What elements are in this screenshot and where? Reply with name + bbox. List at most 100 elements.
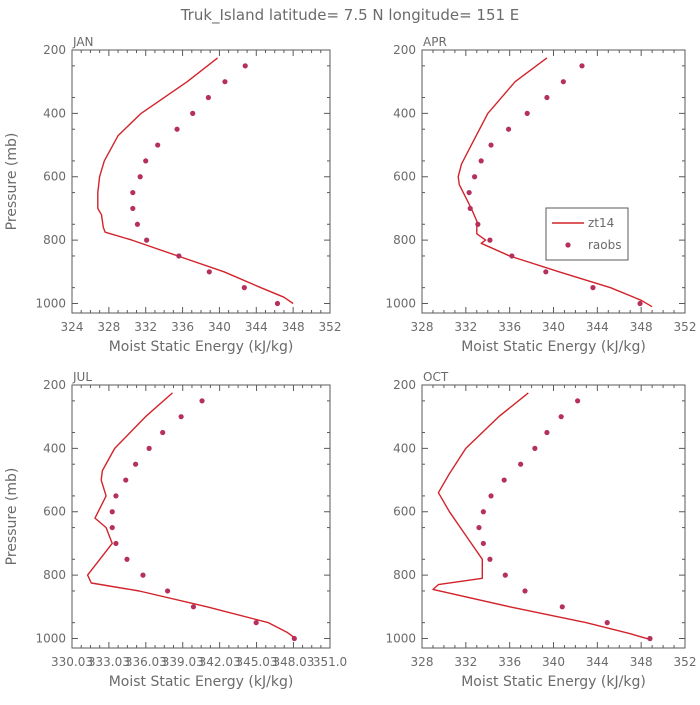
x-tick-label: 332 — [454, 320, 477, 334]
x-tick-label: 340 — [542, 655, 565, 669]
x-tick-label: 336 — [498, 655, 521, 669]
series-line-zt14 — [432, 392, 653, 641]
y-tick-label: 200 — [43, 378, 66, 392]
x-tick-label: 340 — [208, 320, 231, 334]
series-point-raobs — [205, 94, 211, 101]
series-point-raobs — [488, 142, 494, 148]
series-point-raobs — [140, 572, 146, 578]
series-point-raobs — [253, 620, 259, 626]
series-point-raobs — [466, 189, 472, 196]
x-tick-label: 336 — [498, 320, 521, 334]
x-tick-label: 333.03 — [88, 655, 130, 669]
series-point-raobs — [206, 269, 212, 275]
x-tick-label: 344 — [586, 655, 609, 669]
series-point-raobs — [560, 79, 566, 85]
series-line-zt14 — [86, 392, 297, 640]
y-tick-label: 800 — [393, 233, 416, 247]
panel-oct: 328 332 336 340 344 348 352 200 400 600 800 1000 OCT… — [385, 370, 696, 690]
figure-title: Truk_Island latitude= 7.5 N longitude= 1… — [180, 6, 520, 25]
x-tick-label: 352 — [674, 320, 697, 334]
series-point-raobs — [575, 398, 581, 404]
y-tick-label: 800 — [43, 233, 66, 247]
series-point-raobs — [241, 285, 247, 291]
plot-frame — [71, 384, 331, 649]
x-tick-label: 348 — [630, 320, 653, 334]
x-tick-label: 328 — [411, 655, 434, 669]
panel-label: APR — [423, 35, 447, 49]
series-point-raobs — [178, 414, 184, 420]
x-tick-label: 351.0 — [313, 655, 347, 669]
series-point-raobs — [505, 126, 512, 132]
series-point-raobs — [109, 524, 115, 531]
series-point-raobs — [164, 588, 171, 594]
x-tick-label: 344 — [586, 320, 609, 334]
series-point-raobs — [518, 461, 524, 467]
y-tick-label: 400 — [43, 106, 66, 120]
series-point-raobs — [604, 620, 610, 626]
series-point-raobs — [501, 477, 507, 483]
series-point-raobs — [647, 635, 653, 642]
x-tick-label: 352 — [319, 320, 342, 334]
series-point-raobs — [475, 221, 481, 227]
x-tick-label: 348 — [630, 655, 653, 669]
series-point-raobs — [291, 635, 297, 642]
series-point-raobs — [509, 253, 515, 259]
x-tick-label: 332 — [134, 320, 157, 334]
series-point-raobs — [109, 509, 115, 515]
y-tick-label: 1000 — [35, 631, 66, 645]
legend-label: raobs — [588, 238, 622, 252]
y-tick-label: 600 — [393, 170, 416, 184]
legend-label: zt14 — [588, 216, 614, 230]
series-point-raobs — [146, 445, 152, 451]
series-point-raobs — [524, 110, 530, 116]
x-axis-label: Moist Static Energy (kJ/kg) — [461, 339, 646, 355]
x-tick-label: 348.03 — [272, 655, 314, 669]
y-tick-label: 400 — [393, 441, 416, 455]
series-point-raobs — [543, 269, 549, 275]
plot-frame — [71, 49, 331, 314]
y-tick-label: 800 — [43, 568, 66, 582]
x-tick-label: 332 — [454, 655, 477, 669]
series-point-raobs — [544, 94, 550, 101]
series-point-raobs — [476, 524, 482, 531]
series-point-raobs — [130, 189, 136, 196]
y-axis-label: Pressure (mb) — [4, 468, 20, 566]
legend-box — [545, 207, 629, 261]
y-tick-label: 800 — [393, 568, 416, 582]
x-tick-label: 328 — [97, 320, 120, 334]
panel-apr: 328 332 336 340 344 348 352 200 400 600 800 1000 APR… — [385, 35, 696, 355]
x-tick-label: 324 — [61, 320, 84, 334]
series-point-raobs — [487, 556, 493, 562]
series-point-raobs — [480, 540, 486, 547]
x-tick-label: 352 — [674, 655, 697, 669]
series-point-raobs — [274, 300, 281, 307]
series-point-raobs — [155, 142, 161, 148]
x-tick-label: 336 — [171, 320, 194, 334]
series-point-raobs — [176, 253, 182, 259]
x-tick-label: 339.03 — [162, 655, 204, 669]
series-point-raobs — [637, 300, 643, 307]
panel-label: OCT — [423, 370, 449, 384]
x-tick-label: 344 — [245, 320, 268, 334]
y-tick-label: 200 — [393, 378, 416, 392]
y-tick-label: 200 — [43, 43, 66, 57]
x-tick-label: 336.03 — [125, 655, 167, 669]
y-tick-label: 1000 — [385, 296, 416, 310]
series-point-raobs — [480, 509, 486, 515]
series-point-raobs — [544, 429, 550, 436]
x-tick-label: 340 — [542, 320, 565, 334]
series-point-raobs — [558, 414, 564, 420]
series-point-raobs — [522, 588, 528, 594]
legend: zt14 raobs — [545, 207, 629, 261]
series-point-raobs — [502, 572, 508, 578]
x-tick-label: 345.03 — [236, 655, 278, 669]
plot-frame — [421, 384, 686, 649]
y-axis-label: Pressure (mb) — [4, 133, 20, 231]
series-point-raobs — [160, 429, 166, 436]
panel-jul: 330.03333.03336.03339.03342.03345.03348.… — [4, 370, 347, 690]
series-point-raobs — [488, 493, 494, 499]
y-tick-label: 400 — [393, 106, 416, 120]
series-point-raobs — [559, 604, 565, 610]
